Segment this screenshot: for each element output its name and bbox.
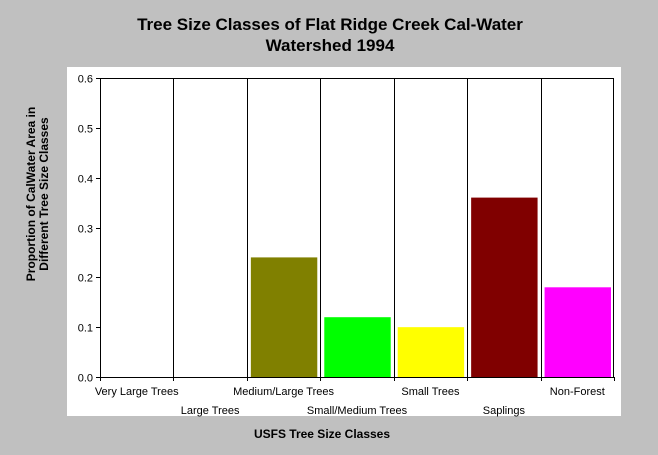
y-tick-label: 0.1 [78, 323, 93, 335]
x-axis-label: USFS Tree Size Classes [253, 427, 391, 441]
y-tick-label: 0.5 [78, 124, 93, 136]
x-tick-label: Very Large Trees [95, 386, 179, 398]
y-tick-label: 0.0 [78, 373, 93, 385]
x-tick-label: Non-Forest [550, 386, 605, 398]
x-tick-label: Small Trees [401, 386, 460, 398]
bar-non-forest [544, 287, 611, 377]
x-tick-label: Saplings [483, 405, 526, 417]
bar-small-trees [397, 327, 465, 377]
chart-title-line-2: Watershed 1994 [265, 36, 395, 55]
bar-small-medium-trees [324, 317, 391, 377]
y-tick-label: 0.6 [78, 74, 93, 86]
y-tick-label: 0.4 [78, 174, 93, 186]
y-tick-label: 0.3 [78, 224, 93, 236]
x-tick-label: Large Trees [181, 405, 240, 417]
chart-title: Tree Size Classes of Flat Ridge Creek Ca… [60, 14, 600, 56]
bar-saplings [471, 197, 538, 377]
bar-medium-large-trees [250, 257, 318, 377]
chart-title-line-1: Tree Size Classes of Flat Ridge Creek Ca… [137, 15, 523, 34]
x-tick-label: Small/Medium Trees [307, 405, 408, 417]
y-tick-label: 0.2 [78, 273, 93, 285]
x-tick-label: Medium/Large Trees [233, 386, 334, 398]
